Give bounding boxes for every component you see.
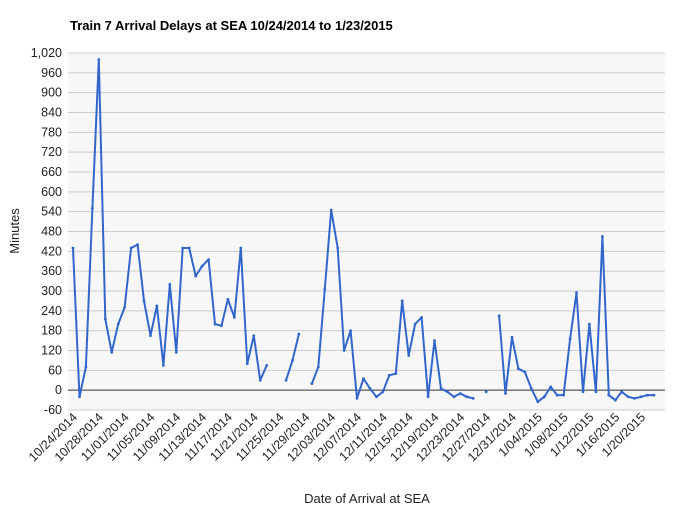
y-tick-label: 540 [41, 205, 62, 219]
y-tick-label: 780 [41, 125, 62, 139]
y-tick-label: 60 [48, 363, 62, 377]
y-tick-label: 420 [41, 244, 62, 258]
y-tick-label: 180 [41, 324, 62, 338]
y-tick-label: 840 [41, 106, 62, 120]
y-tick-label: 960 [41, 66, 62, 80]
y-tick-label: 720 [41, 145, 62, 159]
series-layer [71, 58, 656, 404]
y-tick-label: 360 [41, 264, 62, 278]
series-line-segment [498, 235, 654, 403]
chart-title: Train 7 Arrival Delays at SEA 10/24/2014… [70, 18, 393, 33]
grid-lines [68, 52, 665, 411]
y-tick-label: -60 [44, 403, 62, 417]
y-tick-label: 300 [41, 284, 62, 298]
series-line-segment [72, 58, 268, 398]
y-tick-label: 600 [41, 185, 62, 199]
y-tick-label: 480 [41, 225, 62, 239]
y-tick-label: 1,020 [31, 46, 62, 60]
x-axis-ticks: 10/24/201410/28/201411/01/201411/05/2014… [26, 410, 648, 464]
y-tick-label: 660 [41, 165, 62, 179]
series-line-segment [285, 333, 300, 381]
y-tick-label: 900 [41, 86, 62, 100]
series-line-segment [310, 209, 474, 400]
y-tick-label: 120 [41, 344, 62, 358]
y-axis-title: Minutes [7, 208, 22, 254]
data-point [484, 390, 488, 394]
y-tick-label: 0 [55, 383, 62, 397]
y-axis-ticks: -60 0 60 120 180 240 300 360 420 480 540 600 660 720 7… [31, 46, 62, 417]
y-tick-label: 240 [41, 304, 62, 318]
x-axis-title: Date of Arrival at SEA [304, 491, 430, 506]
